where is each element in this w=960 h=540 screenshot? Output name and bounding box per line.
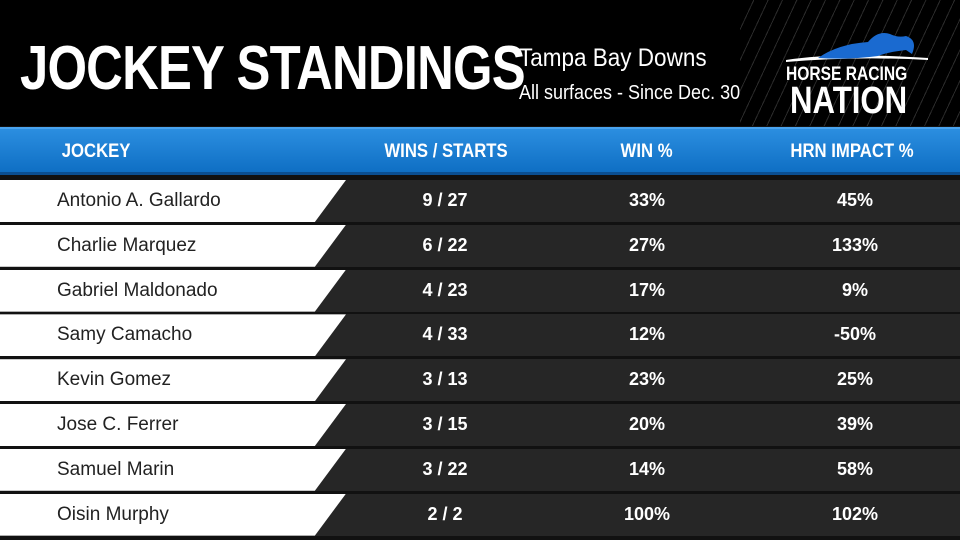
table-row: Gabriel Maldonado 4 / 23 17% 9% (0, 269, 960, 312)
col-jockey: JOCKEY (61, 141, 131, 162)
name-cell-bg (0, 180, 346, 222)
wins-starts: 3 / 13 (422, 369, 468, 390)
hrn-impact: 45% (836, 190, 874, 210)
name-cell-bg (0, 314, 346, 357)
hrn-impact: 9% (841, 279, 868, 300)
jockey-name: Antonio A. Gallardo (57, 190, 221, 211)
page-title: JOCKEY STANDINGS (20, 34, 526, 103)
track-name: Tampa Bay Downs (519, 44, 707, 72)
win-pct: 14% (628, 458, 666, 479)
name-cell-bg (0, 493, 346, 536)
header: JOCKEY STANDINGS Tampa Bay Downs All sur… (0, 0, 960, 126)
jockey-name: Gabriel Maldonado (57, 279, 218, 301)
jockey-name: Charlie Marquez (57, 234, 197, 256)
win-pct: 27% (628, 234, 666, 255)
table-row: Jose C. Ferrer 3 / 15 20% 39% (0, 404, 960, 446)
name-cell-bg (0, 224, 346, 267)
col-wins-starts: WINS / STARTS (384, 141, 508, 162)
win-pct: 17% (628, 279, 666, 300)
jockey-name: Samy Camacho (57, 324, 193, 346)
table-row: Charlie Marquez 6 / 22 27% 133% (0, 224, 960, 267)
jockey-name: Jose C. Ferrer (57, 414, 179, 435)
hrn-impact: 39% (836, 414, 874, 434)
hrn-impact: 102% (831, 503, 879, 524)
wins-starts: 4 / 33 (422, 324, 468, 345)
win-pct: 33% (628, 190, 666, 210)
hrn-impact: 58% (836, 458, 874, 479)
win-pct: 100% (623, 503, 671, 524)
hrn-impact: 133% (831, 234, 879, 255)
jockey-name: Kevin Gomez (57, 369, 172, 391)
col-win-pct: WIN % (620, 141, 673, 162)
horse-icon (786, 33, 928, 62)
name-cell-bg (0, 359, 346, 402)
hrn-impact: -50% (833, 324, 877, 345)
name-cell-bg (0, 269, 346, 312)
wins-starts: 6 / 22 (422, 234, 468, 255)
wins-starts: 4 / 23 (422, 279, 468, 300)
win-pct: 20% (628, 414, 666, 434)
table-row: Oisin Murphy 2 / 2 100% 102% (0, 493, 960, 536)
table-row: Antonio A. Gallardo 9 / 27 33% 45% (0, 180, 960, 222)
table-row: Samuel Marin 3 / 22 14% 58% (0, 448, 960, 491)
name-cell-bg (0, 448, 346, 491)
jockey-name: Oisin Murphy (57, 503, 169, 525)
jockey-name: Samuel Marin (57, 458, 175, 480)
decorative-stripes (740, 0, 960, 126)
win-pct: 23% (628, 369, 666, 390)
hrn-impact: 25% (836, 369, 874, 390)
logo-line2: NATION (790, 80, 908, 122)
logo-line1: HORSE RACING (786, 64, 908, 85)
win-pct: 12% (628, 324, 666, 345)
wins-starts: 3 / 15 (422, 414, 468, 434)
wins-starts: 2 / 2 (427, 503, 463, 524)
table-row: Samy Camacho 4 / 33 12% -50% (0, 314, 960, 357)
name-cell-bg (0, 404, 346, 446)
subtitle: All surfaces - Since Dec. 30 (519, 82, 741, 104)
hrn-logo: HORSE RACING NATION (778, 30, 938, 122)
wins-starts: 9 / 27 (422, 190, 468, 210)
column-header-bar: JOCKEY WINS / STARTS WIN % HRN IMPACT % (0, 127, 960, 175)
wins-starts: 3 / 22 (422, 458, 468, 479)
table-row: Kevin Gomez 3 / 13 23% 25% (0, 359, 960, 402)
col-impact: HRN IMPACT % (790, 141, 914, 162)
